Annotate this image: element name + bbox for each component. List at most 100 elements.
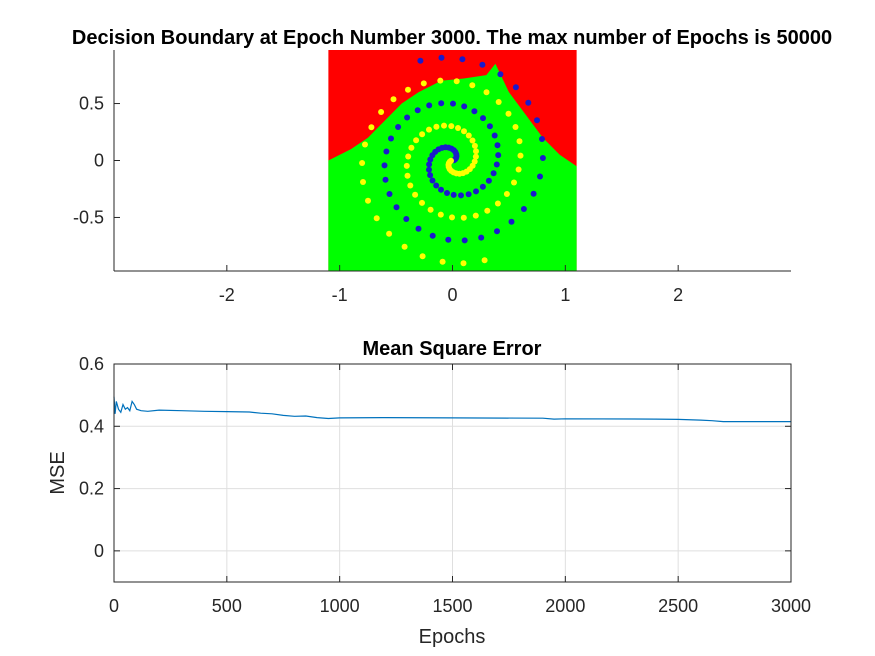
spiral-b-point: [419, 253, 426, 260]
spiral-a-point: [386, 191, 393, 197]
decision-boundary-title: Decision Boundary at Epoch Number 3000. …: [72, 27, 832, 49]
spiral-b-point: [404, 172, 411, 179]
spiral-b-point: [517, 152, 524, 159]
spiral-a-point: [530, 190, 537, 197]
spiral-b-point: [460, 214, 467, 221]
spiral-b-point: [460, 260, 467, 267]
spiral-b-point: [412, 191, 419, 198]
spiral-b-point: [405, 153, 412, 160]
spiral-a-point: [426, 166, 432, 173]
spiral-b-point: [420, 80, 427, 87]
spiral-b-point: [437, 211, 444, 218]
x-tick-label: 2: [673, 285, 683, 305]
spiral-a-point: [485, 177, 492, 184]
mse-title: Mean Square Error: [363, 338, 542, 360]
mse-x-ticks: 0 500 1000 1500 2000 2500 3000: [109, 364, 811, 616]
mse-line: [113, 396, 791, 423]
spiral-b-point: [516, 138, 523, 145]
spiral-a-point: [395, 124, 402, 130]
spiral-a-point: [512, 84, 519, 91]
spiral-b-point: [403, 162, 410, 169]
spiral-a-point: [450, 191, 457, 198]
spiral-b-point: [419, 131, 426, 138]
spiral-a-point: [433, 182, 440, 189]
spiral-b-point: [505, 110, 512, 117]
spiral-a-point: [494, 142, 501, 149]
spiral-a-point: [414, 107, 421, 114]
mse-y-ticks: 0 0.2 0.4 0.6: [79, 354, 791, 561]
spiral-b-point: [481, 257, 488, 264]
spiral-a-point: [539, 155, 546, 161]
spiral-points: [359, 54, 546, 267]
spiral-a-point: [537, 173, 543, 180]
mse-grid: [113, 363, 792, 582]
spiral-a-point: [450, 100, 456, 107]
x-tick-label: 3000: [771, 596, 811, 616]
spiral-b-point: [427, 206, 434, 213]
x-tick-label: 1500: [432, 596, 472, 616]
x-tick-label: -2: [219, 285, 235, 305]
decision-boundary-y-ticks: -0.5 0 0.5: [73, 94, 120, 227]
x-tick-label: 500: [212, 596, 242, 616]
spiral-a-point: [382, 176, 389, 183]
spiral-b-point: [473, 148, 479, 155]
y-tick-label: 0.4: [79, 416, 104, 436]
spiral-b-point: [407, 182, 414, 189]
spiral-a-point: [461, 237, 468, 244]
spiral-a-point: [494, 228, 500, 235]
x-tick-label: 2000: [545, 596, 585, 616]
spiral-b-point: [483, 89, 490, 96]
spiral-b-point: [408, 144, 415, 151]
spiral-b-point: [453, 78, 460, 85]
spiral-a-point: [520, 206, 527, 212]
spiral-b-point: [360, 179, 366, 185]
spiral-a-point: [534, 117, 540, 124]
lower-class-region: [328, 63, 577, 272]
spiral-b-point: [401, 243, 408, 250]
spiral-a-point: [417, 57, 424, 64]
spiral-a-point: [508, 218, 515, 225]
spiral-b-point: [472, 212, 479, 219]
spiral-a-point: [471, 108, 478, 115]
spiral-b-point: [494, 200, 501, 207]
spiral-a-point: [465, 191, 472, 198]
spiral-b-point: [378, 109, 385, 115]
mse-plot: Mean Square Error 0 500 1000 1500 2000 2500 30…: [47, 338, 811, 648]
spiral-b-point: [439, 258, 446, 265]
spiral-b-point: [373, 215, 380, 222]
spiral-a-point: [459, 56, 466, 63]
y-tick-label: -0.5: [73, 207, 104, 227]
spiral-a-point: [429, 232, 436, 239]
spiral-b-point: [441, 122, 447, 129]
spiral-b-point: [448, 123, 455, 130]
x-tick-label: 0: [109, 596, 119, 616]
x-tick-label: 0: [447, 285, 457, 305]
spiral-a-point: [473, 188, 479, 195]
spiral-b-point: [419, 199, 425, 206]
spiral-a-point: [427, 172, 434, 179]
mse-y-axis-label: MSE: [47, 451, 69, 494]
spiral-a-point: [479, 183, 486, 190]
spiral-b-point: [469, 137, 476, 144]
spiral-b-point: [405, 86, 411, 93]
spiral-b-point: [426, 126, 432, 133]
decision-boundary-x-ticks: -2 -1 0 1 2: [219, 265, 683, 305]
decision-boundary-plot: Decision Boundary at Epoch Number 3000. …: [72, 27, 832, 305]
spiral-b-point: [472, 153, 479, 160]
spiral-a-point: [497, 71, 504, 78]
spiral-a-point: [479, 61, 486, 68]
y-tick-label: 0.2: [79, 479, 104, 499]
spiral-a-point: [445, 236, 452, 243]
spiral-a-point: [478, 234, 485, 241]
mse-series-line: [113, 396, 791, 423]
spiral-a-point: [486, 123, 493, 130]
x-tick-label: -1: [332, 285, 348, 305]
spiral-a-point: [438, 186, 444, 193]
spiral-a-point: [490, 170, 497, 177]
spiral-b-point: [512, 124, 519, 130]
spiral-a-point: [393, 204, 400, 211]
spiral-b-point: [471, 158, 478, 165]
spiral-b-point: [365, 197, 371, 204]
spiral-a-point: [403, 216, 410, 222]
